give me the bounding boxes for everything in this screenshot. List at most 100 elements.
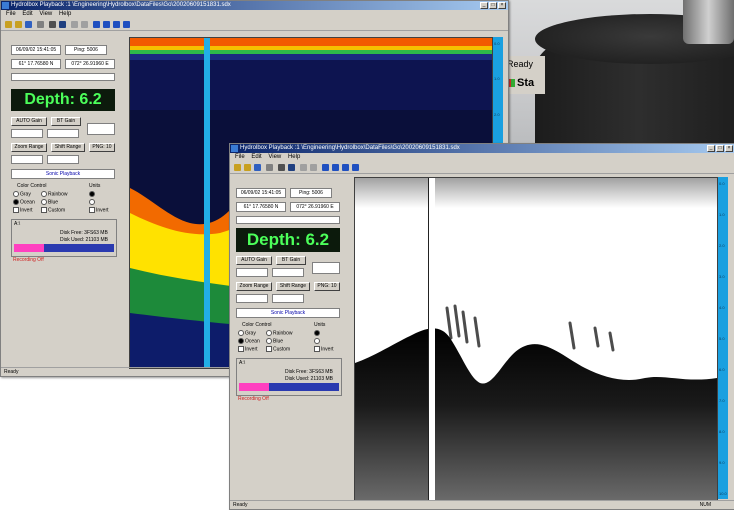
zoom-range-button[interactable]: Zoom Range [11,143,47,152]
back-icon[interactable] [310,164,317,171]
bolt-head [683,0,734,44]
disk-label: A:\ [239,360,246,366]
menu-file[interactable]: File [6,11,16,17]
checkbox-custom-box [41,207,47,213]
maximize-button[interactable]: □ [716,145,724,152]
fast-forward-icon[interactable] [332,164,339,171]
bt-gain-select[interactable] [47,129,79,138]
checkbox-invert-2[interactable]: Invert [89,207,109,213]
radio-gray[interactable]: Gray [238,330,256,336]
help-icon[interactable] [59,21,66,28]
radio-ocean[interactable]: Ocean [238,338,260,344]
apply-button[interactable] [87,123,115,135]
gain-select[interactable] [236,268,268,277]
stop-icon[interactable] [352,164,359,171]
open-icon[interactable] [5,21,12,28]
open-folder-icon[interactable] [244,164,251,171]
menu-file[interactable]: File [235,154,245,160]
ping-count-button[interactable]: PNG: 10 [89,143,115,152]
ping-count-button[interactable]: PNG: 10 [314,282,340,291]
play-icon[interactable] [322,164,329,171]
bt-gain-button[interactable]: BT Gain [276,256,306,265]
auto-gain-button[interactable]: AUTO Gain [236,256,272,265]
window-title: Hydrolbox Playback :1 \Engineering\Hydro… [11,2,231,8]
checkbox-invert-2[interactable]: Invert [314,346,334,352]
checkbox-custom[interactable]: Custom [41,207,65,213]
print-icon[interactable] [37,21,44,28]
radio-blue[interactable]: Blue [41,199,58,205]
menu-view[interactable]: View [39,11,53,17]
checkbox-invert-2-label: Invert [96,207,109,214]
latitude-field: 61° 17.76580 N [11,59,61,69]
radio-gray[interactable]: Gray [13,191,31,197]
open-folder-icon[interactable] [15,21,22,28]
title-bar[interactable]: Hydrolbox Playback :1 \Engineering\Hydro… [1,1,508,10]
shift-select[interactable] [47,155,79,164]
units-label: Units [314,322,326,328]
checkbox-invert-2-label: Invert [321,346,334,353]
radio-ocean[interactable]: Ocean [13,199,35,205]
app-icon [2,2,9,9]
close-button[interactable]: × [498,2,506,9]
radio-blue-label: Blue [48,199,59,206]
radio-gray-dot [13,191,19,197]
shift-select[interactable] [272,294,304,303]
title-bar[interactable]: Hydrolbox Playback :1 \Engineering\Hydro… [230,144,734,153]
echogram-grayscale[interactable] [354,177,718,501]
checkbox-custom[interactable]: Custom [266,346,290,352]
save-icon[interactable] [254,164,261,171]
sonic-playback-button[interactable]: Sonic Playback [236,308,340,318]
minimize-button[interactable]: _ [707,145,715,152]
radio-rainbow-dot [41,191,47,197]
shift-range-button[interactable]: Shift Range [51,143,85,152]
zoom-range-button[interactable]: Zoom Range [236,282,272,291]
minimize-button[interactable]: _ [480,2,488,9]
radio-rainbow[interactable]: Rainbow [41,191,67,197]
fast-forward-icon[interactable] [103,21,110,28]
radio-units-2[interactable] [89,199,96,205]
gain-select[interactable] [11,129,43,138]
stop-icon[interactable] [123,21,130,28]
pause-icon[interactable] [342,164,349,171]
zoom-select[interactable] [236,294,268,303]
checkbox-invert[interactable]: Invert [13,207,33,213]
checkbox-invert[interactable]: Invert [238,346,258,352]
start-button[interactable]: Sta [507,77,534,89]
print-icon[interactable] [266,164,273,171]
rewind-icon[interactable] [300,164,307,171]
menu-view[interactable]: View [268,154,282,160]
radio-blue[interactable]: Blue [266,338,283,344]
menu-edit[interactable]: Edit [22,11,33,17]
sonic-playback-button[interactable]: Sonic Playback [11,169,115,179]
menu-help[interactable]: Help [287,154,301,160]
radio-units-1[interactable] [314,330,321,336]
rewind-icon[interactable] [71,21,78,28]
menu-help[interactable]: Help [58,11,72,17]
bt-gain-button[interactable]: BT Gain [51,117,81,126]
play-icon[interactable] [93,21,100,28]
scale-tick-label: 5.0 [719,336,725,341]
disk-used-bar [14,244,114,252]
open-icon[interactable] [234,164,241,171]
apply-button[interactable] [312,262,340,274]
settings-icon[interactable] [49,21,56,28]
close-button[interactable]: × [725,145,733,152]
save-icon[interactable] [25,21,32,28]
shift-range-button[interactable]: Shift Range [276,282,310,291]
zoom-select[interactable] [11,155,43,164]
pause-icon[interactable] [113,21,120,28]
help-icon[interactable] [288,164,295,171]
checkbox-custom-label: Custom [273,346,291,353]
settings-icon[interactable] [278,164,285,171]
radio-units-1[interactable] [89,191,96,197]
back-icon[interactable] [81,21,88,28]
radio-rainbow[interactable]: Rainbow [266,330,292,336]
speed-field [11,73,115,81]
date-time-field: 06/09/02 15:41:05 [11,45,61,55]
scale-tick-label: 3.0 [719,274,725,279]
auto-gain-button[interactable]: AUTO Gain [11,117,47,126]
radio-units-2[interactable] [314,338,321,344]
bt-gain-select[interactable] [272,268,304,277]
menu-edit[interactable]: Edit [251,154,262,160]
maximize-button[interactable]: □ [489,2,497,9]
